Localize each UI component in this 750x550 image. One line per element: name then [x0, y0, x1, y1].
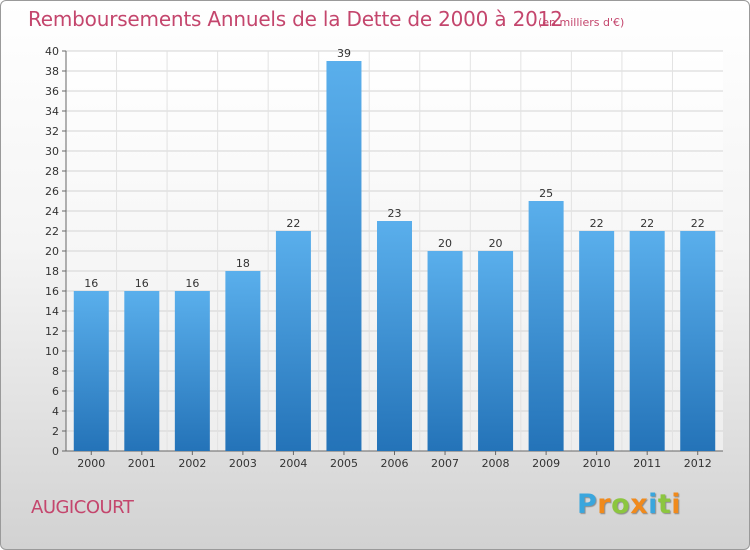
- bar-2008: [478, 251, 514, 451]
- y-tick-label: 20: [45, 245, 59, 258]
- data-label-2009: 25: [539, 187, 553, 200]
- y-tick-label: 40: [45, 45, 59, 58]
- y-tick-label: 18: [45, 265, 59, 278]
- y-tick-label: 30: [45, 145, 59, 158]
- x-tick-label-2002: 2002: [178, 457, 206, 470]
- y-tick-label: 10: [45, 345, 59, 358]
- x-tick-label-2012: 2012: [684, 457, 712, 470]
- x-tick-label-2011: 2011: [633, 457, 661, 470]
- bar-2007: [427, 251, 463, 451]
- bar-2003: [225, 271, 261, 451]
- data-label-2007: 20: [438, 237, 452, 250]
- data-label-2000: 16: [84, 277, 98, 290]
- data-label-2012: 22: [691, 217, 705, 230]
- data-label-2011: 22: [640, 217, 654, 230]
- y-tick-label: 38: [45, 65, 59, 78]
- y-tick-label: 6: [52, 385, 59, 398]
- bar-2002: [174, 291, 210, 451]
- y-tick-label: 34: [45, 105, 59, 118]
- bar-2000: [73, 291, 109, 451]
- y-tick-label: 26: [45, 185, 59, 198]
- data-label-2002: 16: [185, 277, 199, 290]
- x-tick-label-2001: 2001: [128, 457, 156, 470]
- data-label-2006: 23: [388, 207, 402, 220]
- y-tick-label: 8: [52, 365, 59, 378]
- x-tick-label-2009: 2009: [532, 457, 560, 470]
- bar-2011: [629, 231, 665, 451]
- data-label-2001: 16: [135, 277, 149, 290]
- data-label-2008: 20: [489, 237, 503, 250]
- chart-title: Remboursements Annuels de la Dette de 20…: [28, 7, 563, 31]
- data-label-2004: 22: [286, 217, 300, 230]
- bar-2005: [326, 61, 362, 451]
- y-tick-label: 0: [52, 445, 59, 458]
- y-tick-label: 12: [45, 325, 59, 338]
- y-tick-label: 16: [45, 285, 59, 298]
- commune-name: AUGICOURT: [31, 497, 134, 518]
- bar-2006: [377, 221, 412, 451]
- y-tick-label: 24: [45, 205, 59, 218]
- bar-2010: [579, 231, 615, 451]
- chart-subtitle: (en milliers d'€): [538, 16, 625, 29]
- x-tick-label-2010: 2010: [583, 457, 611, 470]
- x-tick-label-2007: 2007: [431, 457, 459, 470]
- y-tick-label: 2: [52, 425, 59, 438]
- logo-letter: r: [597, 489, 612, 520]
- logo-letter: x: [630, 489, 649, 520]
- x-tick-label-2005: 2005: [330, 457, 358, 470]
- logo-letter: i: [648, 489, 658, 520]
- x-tick-label-2003: 2003: [229, 457, 257, 470]
- bar-2004: [275, 231, 311, 451]
- logo-letter: o: [611, 489, 631, 520]
- x-tick-label-2006: 2006: [381, 457, 409, 470]
- y-tick-label: 4: [52, 405, 59, 418]
- bar-2009: [528, 201, 564, 451]
- logo-letter: i: [671, 489, 682, 520]
- logo-letter: P: [577, 489, 598, 520]
- proxiti-logo: Proxiti: [577, 489, 681, 520]
- data-label-2010: 22: [590, 217, 604, 230]
- data-label-2005: 39: [337, 47, 351, 60]
- logo-letter: t: [657, 489, 672, 520]
- y-tick-label: 14: [45, 305, 59, 318]
- y-tick-label: 22: [45, 225, 59, 238]
- bar-2001: [124, 291, 160, 451]
- x-tick-label-2004: 2004: [279, 457, 307, 470]
- x-tick-label-2000: 2000: [77, 457, 105, 470]
- x-tick-label-2008: 2008: [482, 457, 510, 470]
- y-tick-label: 28: [45, 165, 59, 178]
- bar-2012: [680, 231, 716, 451]
- y-tick-label: 32: [45, 125, 59, 138]
- y-tick-label: 36: [45, 85, 59, 98]
- data-label-2003: 18: [236, 257, 250, 270]
